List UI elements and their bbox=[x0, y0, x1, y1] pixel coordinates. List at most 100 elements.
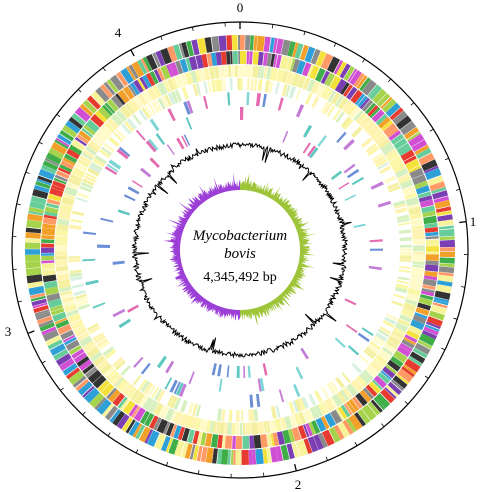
feature-block bbox=[158, 405, 170, 419]
gene-block bbox=[416, 148, 432, 160]
feature-mark bbox=[183, 134, 191, 146]
feature-block bbox=[389, 156, 403, 168]
gene-block bbox=[399, 342, 413, 353]
feature-block bbox=[375, 354, 388, 366]
gene-block bbox=[168, 438, 179, 455]
feature-mark bbox=[344, 194, 356, 201]
gene-block bbox=[382, 98, 397, 113]
feature-mark bbox=[149, 118, 160, 132]
feature-block bbox=[345, 383, 359, 397]
gene-block bbox=[224, 435, 233, 449]
gene-block bbox=[65, 367, 81, 380]
feature-block bbox=[363, 349, 375, 360]
genome-size: 4,345,492 bp bbox=[203, 270, 277, 285]
feature-block bbox=[98, 128, 110, 139]
feature-block bbox=[81, 152, 94, 161]
scale-tick bbox=[459, 220, 467, 224]
feature-block bbox=[55, 244, 68, 251]
gene-block bbox=[315, 417, 327, 432]
feature-block bbox=[61, 296, 75, 303]
feature-block bbox=[55, 236, 68, 242]
gene-block bbox=[46, 292, 61, 302]
gene-block bbox=[26, 219, 42, 229]
feature-block bbox=[215, 421, 220, 434]
gene-block bbox=[427, 175, 444, 186]
feature-block bbox=[399, 179, 414, 190]
gene-block bbox=[44, 286, 59, 296]
feature-block bbox=[235, 422, 240, 435]
gene-block bbox=[350, 89, 363, 104]
gene-block bbox=[109, 74, 125, 91]
feature-block bbox=[398, 176, 411, 184]
feature-block bbox=[332, 109, 342, 121]
gene-block bbox=[347, 68, 358, 83]
gene-block bbox=[386, 127, 399, 138]
gene-block bbox=[42, 274, 57, 283]
feature-block bbox=[116, 378, 128, 391]
scale-tick bbox=[25, 171, 30, 174]
gene-block bbox=[335, 61, 347, 77]
scale-tick bbox=[191, 26, 194, 32]
gene-block bbox=[270, 446, 279, 463]
feature-mark bbox=[145, 140, 157, 153]
feature-block bbox=[383, 146, 395, 156]
feature-block bbox=[412, 264, 425, 269]
gene-block bbox=[78, 130, 92, 142]
gene-block bbox=[217, 434, 223, 449]
feature-block bbox=[196, 83, 202, 96]
gene-block bbox=[57, 324, 72, 335]
gene-block bbox=[297, 425, 307, 440]
feature-block bbox=[100, 125, 113, 136]
gene-block bbox=[188, 56, 198, 71]
feature-block bbox=[98, 148, 111, 159]
feature-block bbox=[326, 382, 336, 395]
feature-block bbox=[120, 381, 130, 393]
gene-block bbox=[333, 424, 345, 440]
gene-block bbox=[240, 35, 245, 51]
feature-block bbox=[192, 403, 198, 416]
feature-block bbox=[214, 79, 221, 92]
scale-tick bbox=[325, 456, 328, 461]
feature-block bbox=[293, 413, 302, 426]
gene-block bbox=[106, 387, 117, 400]
gene-block bbox=[272, 432, 280, 446]
gene-block bbox=[437, 214, 453, 222]
feature-block bbox=[218, 421, 225, 435]
scale-tick bbox=[27, 330, 35, 335]
gene-block bbox=[423, 326, 439, 336]
feature-block bbox=[227, 65, 232, 78]
gene-block bbox=[163, 421, 171, 435]
gene-block bbox=[89, 392, 105, 409]
feature-block bbox=[391, 300, 404, 307]
feature-block bbox=[399, 248, 412, 252]
gene-block bbox=[423, 215, 438, 225]
feature-block bbox=[69, 173, 83, 183]
feature-block bbox=[61, 196, 75, 207]
gene-block bbox=[303, 424, 310, 438]
gene-block bbox=[205, 447, 214, 464]
feature-block bbox=[114, 376, 125, 388]
gene-block bbox=[346, 86, 358, 100]
gene-block bbox=[144, 413, 155, 427]
gene-block bbox=[41, 253, 55, 256]
gene-block bbox=[418, 195, 433, 203]
feature-mark bbox=[155, 133, 166, 146]
feature-block bbox=[73, 325, 86, 333]
gene-block bbox=[419, 294, 434, 301]
feature-block bbox=[386, 151, 400, 162]
gene-block bbox=[191, 39, 200, 56]
feature-block bbox=[103, 142, 115, 153]
feature-block bbox=[377, 161, 389, 170]
gene-block bbox=[380, 96, 393, 110]
gene-block bbox=[412, 347, 428, 359]
feature-mark bbox=[347, 345, 360, 356]
gene-block bbox=[404, 334, 418, 343]
gene-block bbox=[417, 302, 431, 311]
feature-block bbox=[139, 394, 149, 408]
scale-tick bbox=[333, 42, 337, 47]
gene-block bbox=[215, 51, 222, 66]
feature-mark bbox=[247, 365, 251, 378]
feature-block bbox=[58, 282, 71, 289]
gene-block bbox=[144, 429, 154, 444]
